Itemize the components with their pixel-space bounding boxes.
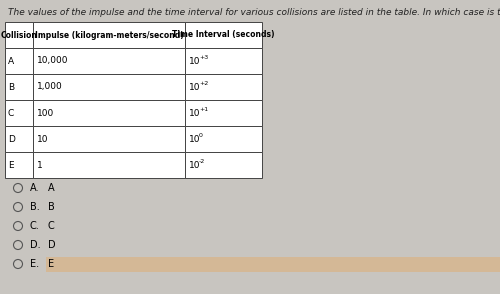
Text: 10: 10 [189,83,200,91]
Text: D: D [48,240,56,250]
Text: C: C [8,108,14,118]
Text: 0: 0 [199,133,203,138]
Text: Collision: Collision [0,31,38,39]
Text: 10: 10 [189,161,200,170]
Bar [33,100,185,126]
Bar [46,257,500,272]
Bar [185,152,262,178]
Bar [5,100,33,126]
Text: -2: -2 [199,159,205,164]
Bar [33,74,185,100]
Bar [5,126,33,152]
Bar [185,100,262,126]
Text: C.: C. [30,221,40,231]
Text: 10: 10 [37,134,48,143]
Text: 100: 100 [37,108,54,118]
Text: B: B [8,83,14,91]
Text: +2: +2 [199,81,208,86]
Text: Impulse (kilogram-meters/second): Impulse (kilogram-meters/second) [34,31,184,39]
Bar [5,48,33,74]
Text: 10: 10 [189,56,200,66]
Text: B.: B. [30,202,40,212]
Text: A: A [48,183,54,193]
Bar [5,152,33,178]
Text: A.: A. [30,183,40,193]
Text: 10: 10 [189,108,200,118]
Text: D.: D. [30,240,40,250]
Text: E: E [8,161,14,170]
Text: 10: 10 [189,134,200,143]
Text: C: C [48,221,55,231]
Text: E: E [48,259,54,269]
Text: The values of the impulse and the time interval for various collisions are liste: The values of the impulse and the time i… [8,8,500,17]
Text: 10,000: 10,000 [37,56,68,66]
Bar [33,126,185,152]
Bar [33,152,185,178]
Text: +1: +1 [199,107,208,112]
Text: +3: +3 [199,55,208,60]
Bar [33,22,185,48]
Text: E.: E. [30,259,39,269]
Text: 1,000: 1,000 [37,83,63,91]
Text: Time Interval (seconds): Time Interval (seconds) [172,31,275,39]
Text: D: D [8,134,15,143]
Bar [185,126,262,152]
Text: A: A [8,56,14,66]
Bar [33,48,185,74]
Bar [185,48,262,74]
Bar [5,74,33,100]
Text: 1: 1 [37,161,43,170]
Bar [185,74,262,100]
Text: B: B [48,202,55,212]
Bar [5,22,33,48]
Bar [185,22,262,48]
